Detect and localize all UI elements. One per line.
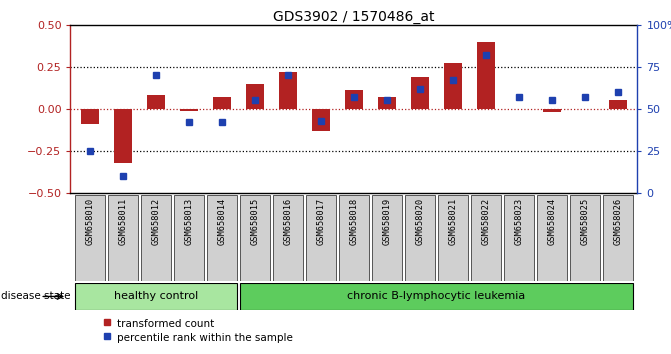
Bar [405, 195, 435, 281]
Bar [246, 84, 264, 109]
Bar [306, 195, 336, 281]
Bar [438, 195, 468, 281]
Bar [372, 195, 402, 281]
Bar [273, 195, 303, 281]
Text: GSM658018: GSM658018 [350, 197, 358, 245]
Text: GSM658017: GSM658017 [317, 197, 325, 245]
Bar [339, 195, 369, 281]
Bar [142, 195, 171, 281]
Bar [345, 90, 363, 109]
Bar [411, 77, 429, 109]
Bar [471, 195, 501, 281]
Text: GSM658016: GSM658016 [284, 197, 293, 245]
Bar [504, 195, 533, 281]
Bar [312, 109, 330, 131]
Text: GSM658013: GSM658013 [185, 197, 194, 245]
Bar [81, 109, 99, 124]
Text: GSM658015: GSM658015 [250, 197, 260, 245]
Text: GSM658019: GSM658019 [382, 197, 391, 245]
Text: GSM658010: GSM658010 [86, 197, 95, 245]
Text: GSM658021: GSM658021 [448, 197, 458, 245]
Text: GSM658014: GSM658014 [217, 197, 227, 245]
Text: healthy control: healthy control [114, 291, 199, 302]
Bar [108, 195, 138, 281]
Bar [174, 195, 204, 281]
Bar [537, 195, 566, 281]
Bar [444, 63, 462, 109]
Title: GDS3902 / 1570486_at: GDS3902 / 1570486_at [273, 10, 435, 24]
Bar [279, 72, 297, 109]
Text: disease state: disease state [1, 291, 71, 302]
Bar [114, 109, 132, 163]
Text: GSM658025: GSM658025 [580, 197, 589, 245]
Bar [477, 42, 495, 109]
Bar [570, 195, 600, 281]
Bar [603, 195, 633, 281]
Text: GSM658026: GSM658026 [613, 197, 622, 245]
Bar [207, 195, 237, 281]
Text: GSM658011: GSM658011 [119, 197, 127, 245]
Bar [213, 97, 231, 109]
Bar [543, 109, 561, 112]
Bar [240, 195, 270, 281]
Bar [240, 283, 633, 310]
Text: transformed count: transformed count [117, 319, 215, 329]
Bar [75, 195, 105, 281]
Bar [378, 97, 396, 109]
Text: chronic B-lymphocytic leukemia: chronic B-lymphocytic leukemia [347, 291, 525, 302]
Text: GSM658012: GSM658012 [152, 197, 160, 245]
Text: GSM658020: GSM658020 [415, 197, 424, 245]
Bar [180, 109, 198, 110]
Text: GSM658022: GSM658022 [481, 197, 491, 245]
Text: GSM658023: GSM658023 [514, 197, 523, 245]
Text: percentile rank within the sample: percentile rank within the sample [117, 333, 293, 343]
Bar [609, 101, 627, 109]
Bar [75, 283, 237, 310]
Text: GSM658024: GSM658024 [548, 197, 556, 245]
Bar [147, 96, 165, 109]
